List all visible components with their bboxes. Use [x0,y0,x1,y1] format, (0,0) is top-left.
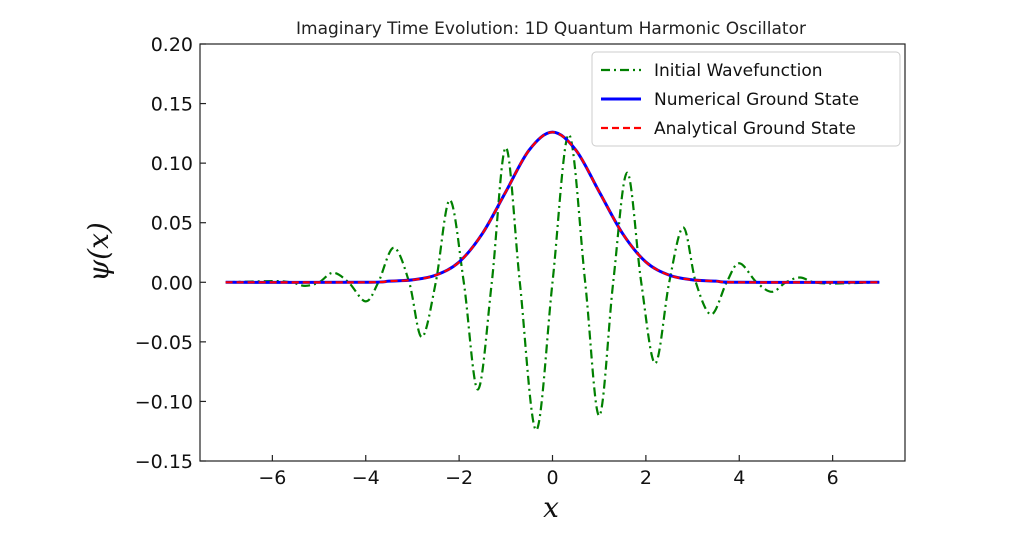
x-tick-label: 6 [827,467,839,489]
y-axis-ticks: −0.15 −0.10 −0.05 0.00 0.05 0.10 0.15 0.20 [135,34,206,473]
y-tick-label: 0.00 [151,272,193,294]
chart-title: Imaginary Time Evolution: 1D Quantum Har… [296,19,806,39]
y-axis-label: ψ(x) [82,222,115,282]
x-tick-label: 4 [733,467,745,489]
legend: Initial Wavefunction Numerical Ground Sta… [591,51,901,147]
x-tick-label: −6 [258,467,286,489]
x-axis-ticks: −6 −4 −2 0 2 4 6 [258,455,839,489]
series-line-1 [225,130,880,284]
x-tick-label: −2 [445,467,473,489]
x-tick-label: 0 [546,467,558,489]
y-tick-label: 0.05 [151,213,193,235]
plot-area: −6 −4 −2 0 2 4 6 −0.15 −0.10 −0.05 0.00 0.05 0.10 0.… [135,34,906,489]
legend-frame [591,51,901,147]
x-tick-label: −4 [352,467,380,489]
series-layer [225,130,880,432]
x-axis-label: x [543,491,559,524]
legend-label: Analytical Ground State [654,119,856,139]
y-tick-label: 0.15 [151,94,193,116]
y-tick-label: 0.10 [151,153,193,175]
series-line-0 [225,133,880,432]
x-tick-label: 2 [640,467,652,489]
y-tick-label: −0.10 [135,391,193,413]
legend-label: Initial Wavefunction [654,61,823,81]
legend-label: Numerical Ground State [654,90,859,110]
y-tick-label: −0.05 [135,332,193,354]
series-line-2 [225,131,880,284]
y-tick-label: 0.20 [151,34,193,56]
y-tick-label: −0.15 [135,451,193,473]
